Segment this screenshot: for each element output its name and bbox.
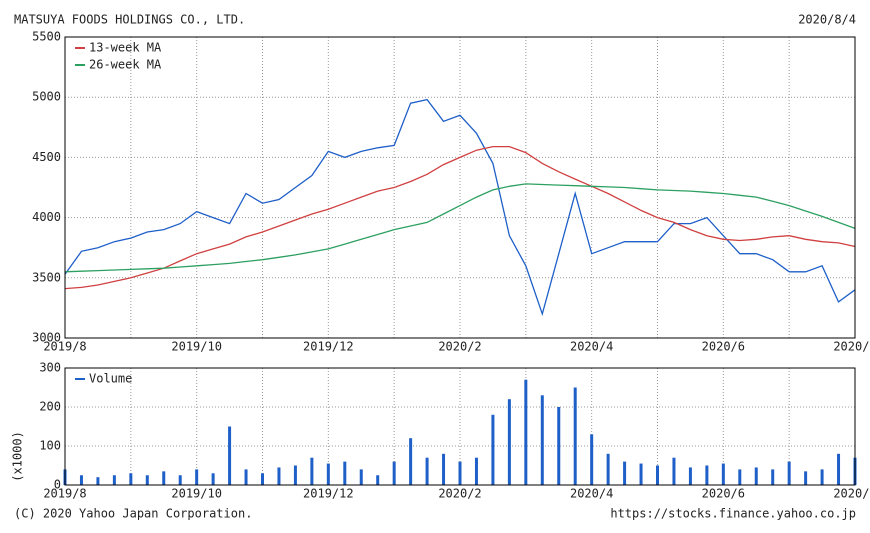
volume-bar	[754, 467, 758, 485]
y-axis-label: (x1000)	[11, 431, 25, 482]
company-name: MATSUYA FOODS HOLDINGS CO., LTD.	[14, 13, 245, 27]
y-tick-label: 200	[39, 400, 61, 414]
volume-bar	[590, 434, 594, 485]
source-url: https://stocks.finance.yahoo.co.jp	[610, 507, 856, 521]
volume-bar	[705, 465, 709, 485]
volume-bar	[129, 473, 133, 485]
x-tick-label: 2019/10	[171, 487, 222, 501]
x-tick-label: 2019/8	[43, 487, 86, 501]
volume-bar	[359, 469, 363, 485]
x-tick-label: 2019/12	[303, 487, 354, 501]
volume-bar	[524, 379, 528, 485]
y-tick-label: 4500	[32, 150, 61, 164]
volume-bar	[228, 426, 232, 485]
plot-border	[64, 36, 856, 339]
volume-bar	[409, 438, 413, 485]
y-tick-label: 100	[39, 439, 61, 453]
x-tick-label: 2020/6	[702, 487, 745, 501]
volume-bar	[195, 469, 199, 485]
x-tick-label: 2020/4	[570, 340, 613, 354]
volume-bar	[656, 465, 659, 485]
volume-bar	[507, 399, 511, 485]
volume-bar	[442, 453, 446, 485]
volume-bar	[343, 461, 347, 485]
x-tick-label: 2019/8	[43, 340, 86, 354]
x-tick-label: 2020/8	[833, 487, 870, 501]
price-line	[64, 145, 856, 290]
volume-bar	[573, 387, 577, 485]
legend-label: 26-week MA	[89, 58, 162, 72]
volume-bar	[804, 471, 808, 485]
volume-bar	[326, 463, 330, 485]
volume-bar	[721, 463, 725, 485]
y-tick-label: 3000	[32, 331, 61, 345]
volume-bar	[96, 477, 100, 485]
volume-bar	[688, 467, 692, 485]
volume-bar	[672, 457, 676, 485]
volume-bar	[79, 475, 83, 485]
x-tick-label: 2019/12	[303, 340, 354, 354]
volume-bar	[211, 473, 215, 485]
legend-label: 13-week MA	[89, 41, 162, 55]
volume-bar	[491, 414, 495, 485]
y-tick-label: 5000	[32, 90, 61, 104]
volume-bar	[738, 469, 742, 485]
volume-bar	[787, 461, 791, 485]
volume-bar	[639, 463, 643, 485]
volume-bar	[425, 457, 429, 485]
volume-bar	[162, 471, 166, 485]
copyright: (C) 2020 Yahoo Japan Corporation.	[14, 507, 252, 521]
volume-bar	[557, 407, 561, 485]
volume-bar	[458, 461, 462, 485]
x-tick-label: 2020/4	[570, 487, 613, 501]
volume-bar	[310, 457, 314, 485]
volume-bar	[112, 475, 116, 485]
plot-border	[64, 367, 856, 486]
legend-label: Volume	[89, 372, 132, 386]
volume-bar	[623, 461, 627, 485]
volume-bar	[474, 457, 478, 485]
price-line	[64, 98, 856, 317]
x-tick-label: 2020/6	[702, 340, 745, 354]
volume-bar	[606, 453, 610, 485]
x-tick-label: 2020/8	[833, 340, 870, 354]
volume-bar	[771, 469, 775, 485]
volume-bar	[293, 465, 297, 485]
x-tick-label: 2020/2	[438, 487, 481, 501]
y-tick-label: 5500	[32, 30, 61, 44]
volume-bar	[540, 395, 544, 485]
x-tick-label: 2020/2	[438, 340, 481, 354]
volume-bar	[837, 453, 841, 485]
volume-bar	[145, 475, 149, 485]
volume-bar	[178, 475, 182, 485]
volume-bar	[244, 469, 248, 485]
x-tick-label: 2019/10	[171, 340, 222, 354]
y-tick-label: 4000	[32, 210, 61, 224]
volume-bar	[376, 475, 380, 485]
volume-bar	[277, 467, 281, 485]
volume-bar	[261, 473, 264, 485]
y-tick-label: 300	[39, 361, 61, 375]
date: 2020/8/4	[798, 13, 856, 27]
volume-bar	[820, 469, 824, 485]
y-tick-label: 0	[54, 478, 61, 492]
y-tick-label: 3500	[32, 270, 61, 284]
volume-bar	[392, 461, 396, 485]
price-line	[64, 183, 856, 273]
